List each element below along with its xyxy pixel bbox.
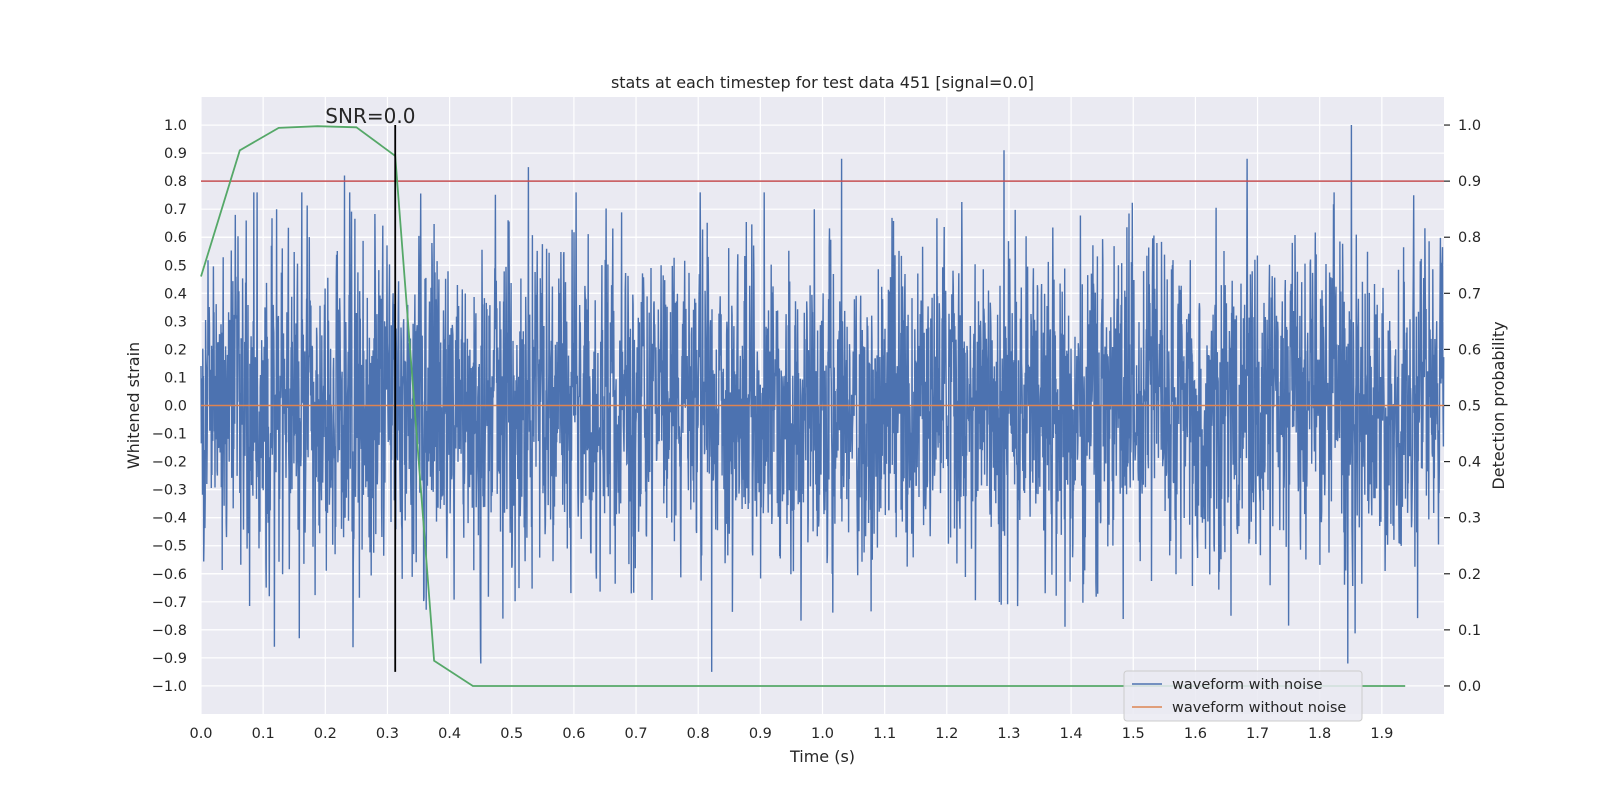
x-tick-label: 1.7	[1246, 726, 1269, 742]
y2-tick-label: 0.9	[1458, 174, 1481, 190]
y-tick-label: 0.1	[164, 370, 187, 386]
y-tick-label: 0.0	[164, 399, 187, 415]
y2-tick-label: 0.4	[1458, 455, 1481, 471]
x-tick-label: 1.9	[1370, 726, 1393, 742]
legend-label-clean: waveform without noise	[1172, 700, 1346, 716]
y-tick-label: 0.9	[164, 146, 187, 162]
chart-title: stats at each timestep for test data 451…	[611, 73, 1034, 92]
x-tick-label: 0.1	[252, 726, 275, 742]
x-tick-label: 1.6	[1184, 726, 1207, 742]
x-tick-label: 1.4	[1060, 726, 1083, 742]
snr-annotation: SNR=0.0	[325, 104, 415, 128]
x-tick-label: 0.7	[625, 726, 648, 742]
x-tick-label: 1.8	[1308, 726, 1331, 742]
x-tick-label: 0.5	[500, 726, 523, 742]
y-tick-label: −0.2	[152, 455, 187, 471]
detection-probability-line	[200, 125, 1406, 687]
y-tick-label: −0.5	[152, 539, 187, 555]
legend-label-noise: waveform with noise	[1172, 677, 1323, 693]
x-tick-label: 1.3	[997, 726, 1020, 742]
y2-tick-label: 0.1	[1458, 623, 1481, 639]
y2-tick-label: 0.3	[1458, 511, 1481, 527]
y-tick-label: 1.0	[164, 118, 187, 134]
y-tick-label: −1.0	[152, 679, 187, 695]
x-tick-label: 0.0	[189, 726, 212, 742]
y-tick-label: −0.4	[152, 511, 187, 527]
y-tick-label: 0.6	[164, 230, 187, 246]
x-tick-label: 0.4	[438, 726, 461, 742]
y-tick-label: −0.8	[152, 623, 187, 639]
y2-axis-label: Detection probability	[1489, 321, 1508, 489]
legend: waveform with noise waveform without noi…	[1123, 670, 1363, 722]
y-tick-label: −0.7	[152, 595, 187, 611]
x-tick-label: 0.9	[749, 726, 772, 742]
y-axis-label: Whitened strain	[124, 342, 143, 469]
y2-tick-label: 0.5	[1458, 399, 1481, 415]
y-tick-label: 0.8	[164, 174, 187, 190]
y-tick-label: 0.7	[164, 202, 187, 218]
x-tick-label: 0.2	[314, 726, 337, 742]
y-tick-label: 0.3	[164, 314, 187, 330]
x-tick-label: 1.2	[935, 726, 958, 742]
y-tick-label: −0.1	[152, 427, 187, 443]
series-waveform-with-noise	[200, 124, 1445, 672]
y-tick-label: 0.2	[164, 342, 187, 358]
x-tick-label: 1.5	[1122, 726, 1145, 742]
y2-tick-label: 1.0	[1458, 118, 1481, 134]
y-tick-label: −0.3	[152, 483, 187, 499]
y2-tick-label: 0.8	[1458, 230, 1481, 246]
overlay-lines	[200, 125, 1444, 687]
y-tick-label: −0.6	[152, 567, 187, 583]
x-tick-label: 1.0	[811, 726, 834, 742]
x-tick-label: 0.8	[687, 726, 710, 742]
y-tick-label: 0.5	[164, 258, 187, 274]
y2-tick-label: 0.2	[1458, 567, 1481, 583]
y-tick-label: 0.4	[164, 286, 187, 302]
x-tick-label: 0.3	[376, 726, 399, 742]
y2-tick-label: 0.7	[1458, 286, 1481, 302]
y2-tick-label: 0.6	[1458, 342, 1481, 358]
x-tick-label: 0.6	[562, 726, 585, 742]
noise-waveform-line	[200, 124, 1445, 672]
axis-ticks: 0.0 0.1 0.2 0.3 0.4 0.5 0.6 0.7 0.8 0.9 1.0 1.1 1.2 1…	[152, 118, 1481, 742]
x-tick-label: 1.1	[873, 726, 896, 742]
y-tick-label: −0.9	[152, 651, 187, 667]
x-axis-label: Time (s)	[789, 747, 855, 766]
legend-box	[1123, 670, 1363, 722]
y2-tick-label: 0.0	[1458, 679, 1481, 695]
